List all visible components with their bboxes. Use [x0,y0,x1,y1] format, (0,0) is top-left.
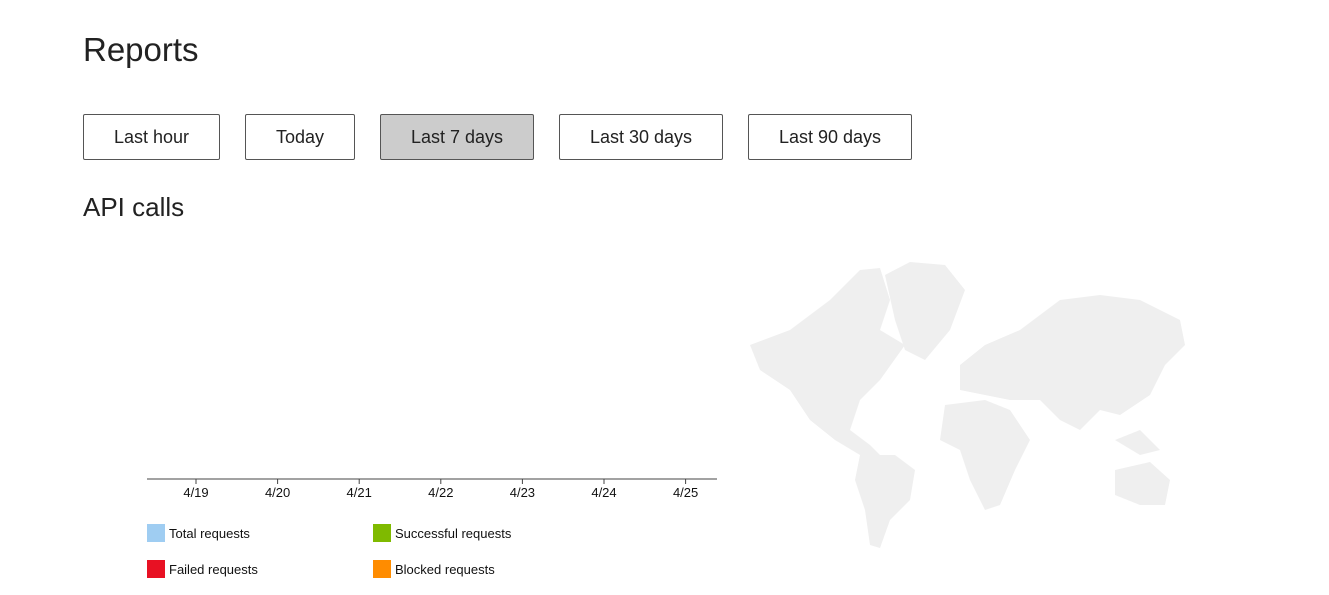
x-tick-label: 4/23 [510,485,535,500]
world-map [750,262,1185,548]
x-tick-label: 4/22 [428,485,453,500]
x-tick-label: 4/20 [265,485,290,500]
x-tick-label: 4/19 [183,485,208,500]
x-tick-label: 4/21 [347,485,372,500]
legend-label: Total requests [169,526,250,541]
legend-swatch [147,524,165,542]
time-range-button[interactable]: Last 7 days [380,114,534,160]
legend-swatch [373,560,391,578]
time-range-button[interactable]: Last hour [83,114,220,160]
legend-swatch [373,524,391,542]
time-range-button[interactable]: Last 90 days [748,114,912,160]
time-range-button[interactable]: Today [245,114,355,160]
time-range-button[interactable]: Last 30 days [559,114,723,160]
legend-label: Successful requests [395,526,512,541]
legend-label: Blocked requests [395,562,495,577]
x-tick-label: 4/24 [591,485,616,500]
page-title: Reports [83,31,199,68]
legend-swatch [147,560,165,578]
legend-label: Failed requests [169,562,258,577]
x-tick-label: 4/25 [673,485,698,500]
section-title: API calls [83,192,185,222]
